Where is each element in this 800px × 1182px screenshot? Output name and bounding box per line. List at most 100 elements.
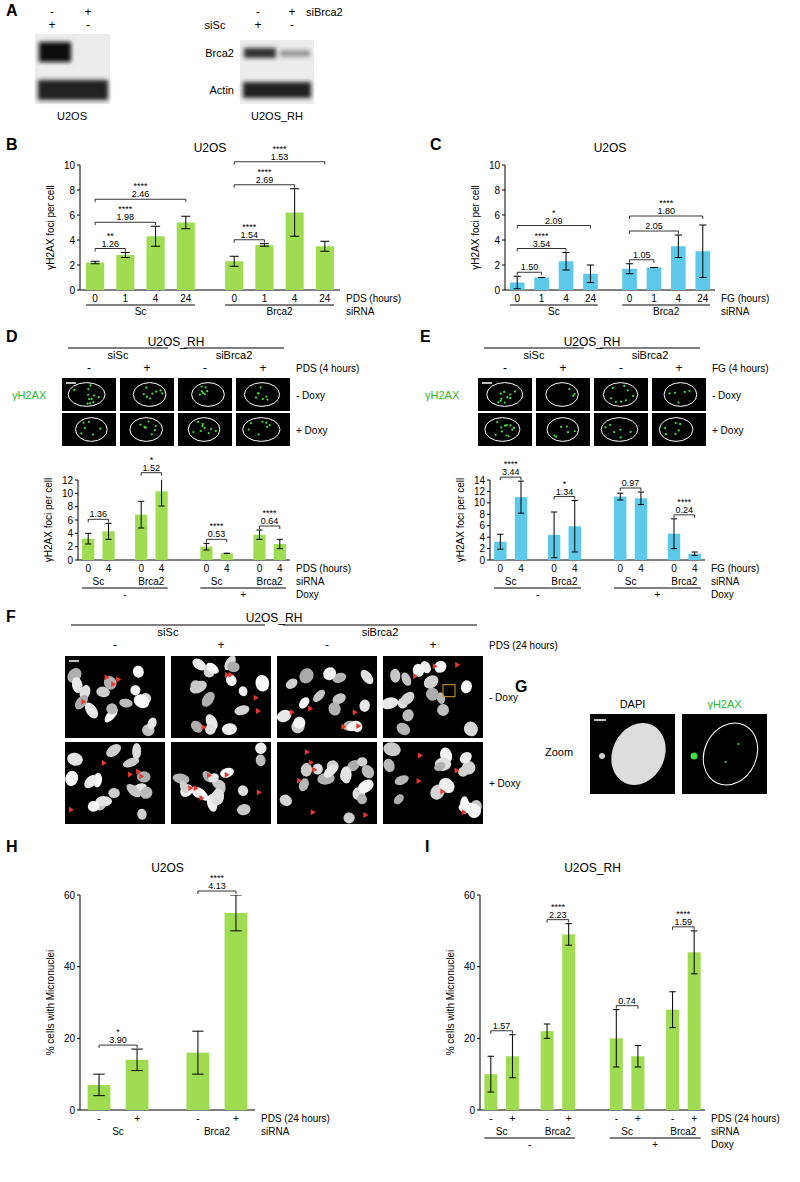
y-tick [77,190,80,191]
lane-sign: - [50,5,54,19]
nucleus [188,678,209,696]
nucleus [338,766,354,783]
nucleus [131,692,152,711]
focus [258,433,260,435]
error-cap [488,1056,494,1057]
focus [500,400,502,402]
fold-change: 1.05 [633,250,651,260]
significance: **** [242,222,257,232]
y-tick [77,165,80,166]
focus [610,397,612,399]
bar-chart: 02468101214γH2AX foci per cell04040404FG… [455,459,759,600]
nucleus [66,751,84,767]
focus [92,401,94,403]
micronucleus-arrow [194,785,199,791]
plot-area [484,924,700,1110]
focus [200,430,202,432]
focus [80,432,82,434]
error-line [673,519,674,549]
micrograph [682,714,767,794]
error-bar [151,226,160,246]
error-bar [692,552,698,555]
nucleus [383,757,396,773]
error-cap [256,539,262,540]
nucleus [457,750,474,766]
focus [505,434,507,436]
error-cap [617,493,623,494]
x-tick-label: + [566,1113,572,1124]
nucleus [383,742,402,758]
error-cap [587,282,594,283]
y-tick [75,546,78,547]
nucleus [65,769,80,787]
micronucleus-arrow [312,767,317,773]
y-tick [77,1038,80,1039]
error-cap [320,241,329,242]
error-line [279,539,280,548]
error-line [108,523,109,539]
nucleus [253,742,269,756]
group-label: Brca2 [670,1126,697,1137]
x-tick-label: 4 [159,563,165,574]
nucleus [236,803,252,817]
error-cap [635,1045,641,1046]
focus [684,391,686,393]
error-bar [256,530,262,539]
significance: **** [210,873,225,883]
y-tick-label: 4 [494,235,500,246]
y-tick [77,265,80,266]
comparison-bracket [517,272,541,275]
nucleus [219,766,236,779]
treatment-sign: + [217,638,224,652]
x-tick-label: - [615,1113,618,1124]
nucleus [461,719,480,738]
row-label: siRNA [721,306,750,317]
comparison-bracket [616,1006,638,1009]
error-cap [538,277,545,278]
nucleus-outline [487,383,523,407]
significance: **** [273,144,288,154]
error-bar [544,1024,550,1038]
micronucleus-arrow [413,673,418,679]
x-tick-label: + [635,1113,641,1124]
significance: * [563,479,567,489]
nucleus [321,762,340,780]
focus [199,393,201,395]
error-bar [565,924,571,946]
image-content [277,665,376,736]
focus [737,743,739,745]
comparison-bracket [554,497,575,500]
focus [269,424,271,426]
focus [82,422,84,424]
treatment-sign: + [143,361,150,375]
nucleus [297,777,311,793]
focus [204,386,206,388]
y-axis-label: γH2AX foci per cell [470,185,481,269]
nucleus [204,661,221,677]
error-line [88,533,89,544]
error-cap [159,506,165,507]
x-tick-label: 4 [292,293,298,304]
y-tick-label: 10 [64,160,76,171]
micrograph [478,413,532,446]
significance: **** [676,909,691,919]
group-label: Sc [211,576,223,587]
row-label: Doxy [711,1139,734,1150]
treatment-sign: + [559,361,566,375]
x-tick-label: 0 [231,293,237,304]
comparison-bracket [673,927,695,930]
micronucleus-arrow [188,785,193,791]
focus [146,396,148,398]
error-bar [131,1049,142,1071]
x-tick-label: 4 [106,563,112,574]
x-tick-label: 4 [224,563,230,574]
focus [500,398,502,400]
x-tick-label: 4 [153,293,159,304]
image-panel: EU2OS_RHsiScsiBrca2-+-+FG (4 hours)- Dox… [420,328,769,446]
figure: A-+-+siBrca2+-+-siScBrca2ActinU2OSU2OS_R… [0,0,800,1182]
comparison-bracket [547,920,569,923]
focus [262,398,264,400]
x-tick-label: 0 [671,563,677,574]
focus [151,392,153,394]
error-cap [138,501,144,502]
